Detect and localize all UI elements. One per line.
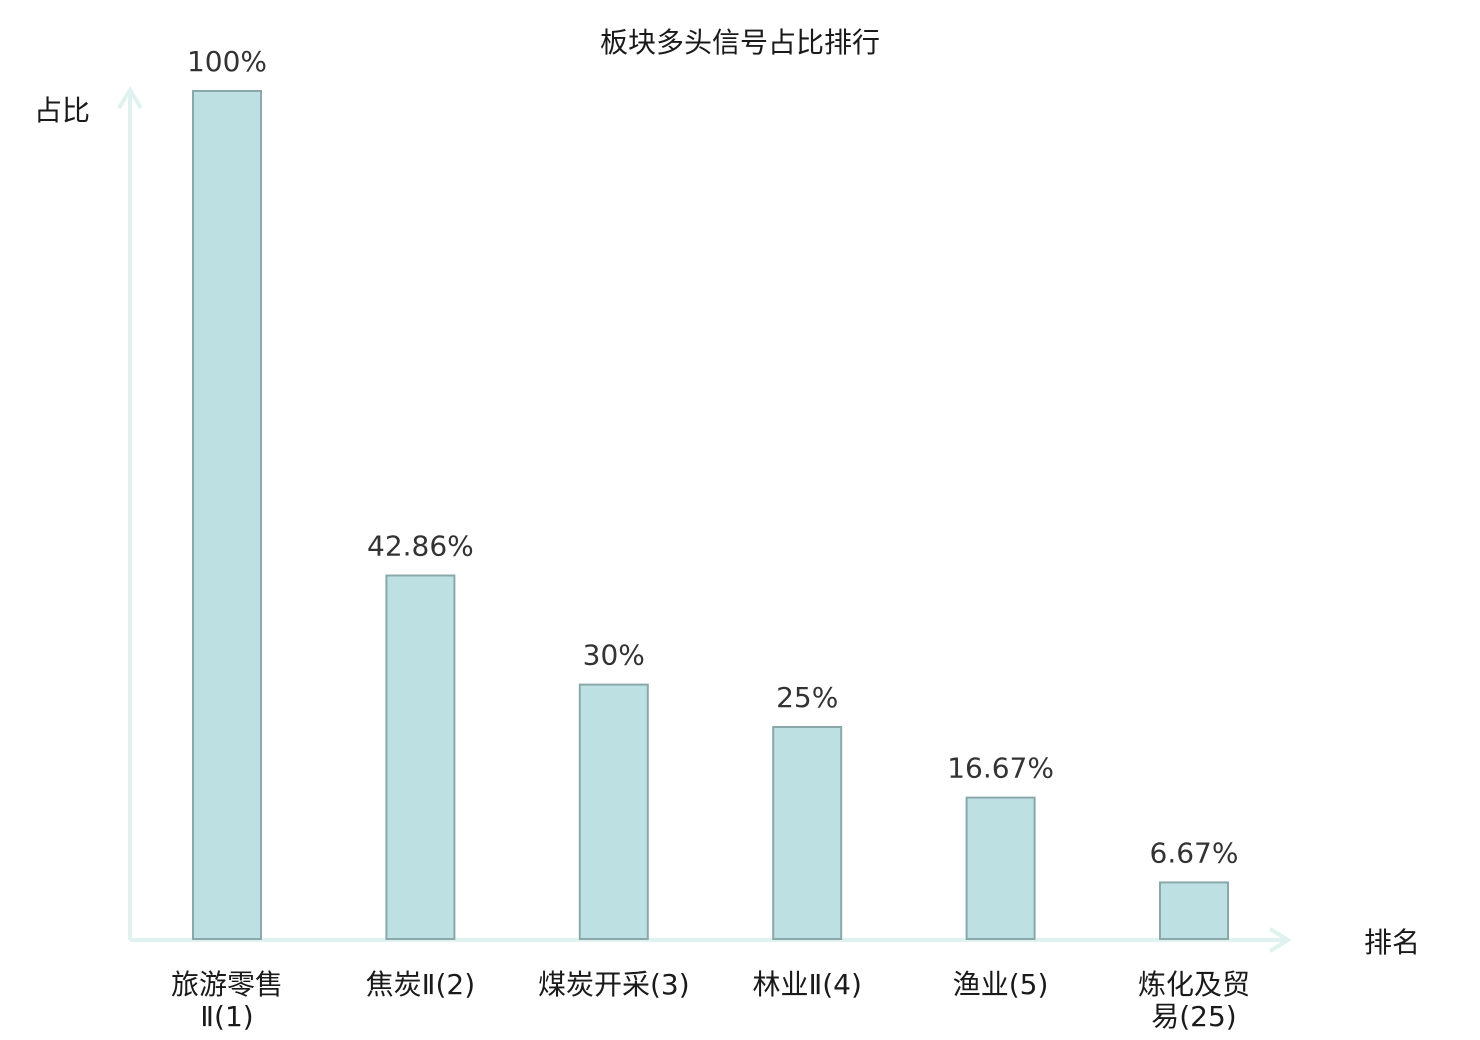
x-tick-label: 易(25) bbox=[1151, 1000, 1236, 1033]
x-tick-label: 炼化及贸 bbox=[1138, 968, 1250, 1001]
bar-value-label: 100% bbox=[187, 45, 267, 78]
x-tick-label: 林业Ⅱ(4) bbox=[752, 968, 861, 1001]
y-axis-label: 占比 bbox=[34, 94, 90, 127]
bar-value-label: 16.67% bbox=[947, 752, 1054, 785]
x-axis-label: 排名 bbox=[1364, 926, 1420, 959]
y-axis-arrow bbox=[117, 86, 143, 110]
bars bbox=[192, 90, 1229, 941]
bar bbox=[1159, 881, 1229, 941]
bar-value-label: 42.86% bbox=[367, 530, 474, 563]
bar bbox=[965, 796, 1036, 940]
value-labels: 100% 42.86% 30% 25% 16.67% 6.67% bbox=[187, 45, 1239, 869]
x-tick-label: 旅游零售 bbox=[171, 968, 283, 1001]
bar bbox=[192, 90, 262, 940]
x-tick-label: Ⅱ(1) bbox=[200, 1000, 253, 1033]
x-tick-label: 煤炭开采(3) bbox=[538, 968, 690, 1001]
bar-value-label: 25% bbox=[776, 681, 838, 714]
x-tick-label: 渔业(5) bbox=[953, 968, 1049, 1001]
x-axis-arrow bbox=[1268, 927, 1292, 953]
bar bbox=[578, 683, 649, 940]
bar bbox=[772, 726, 843, 940]
bar-value-label: 30% bbox=[583, 639, 645, 672]
bar bbox=[385, 574, 456, 940]
x-tick-label: 焦炭Ⅱ(2) bbox=[366, 968, 475, 1001]
bar-value-label: 6.67% bbox=[1150, 836, 1239, 869]
chart-title: 板块多头信号占比排行 bbox=[600, 26, 880, 59]
